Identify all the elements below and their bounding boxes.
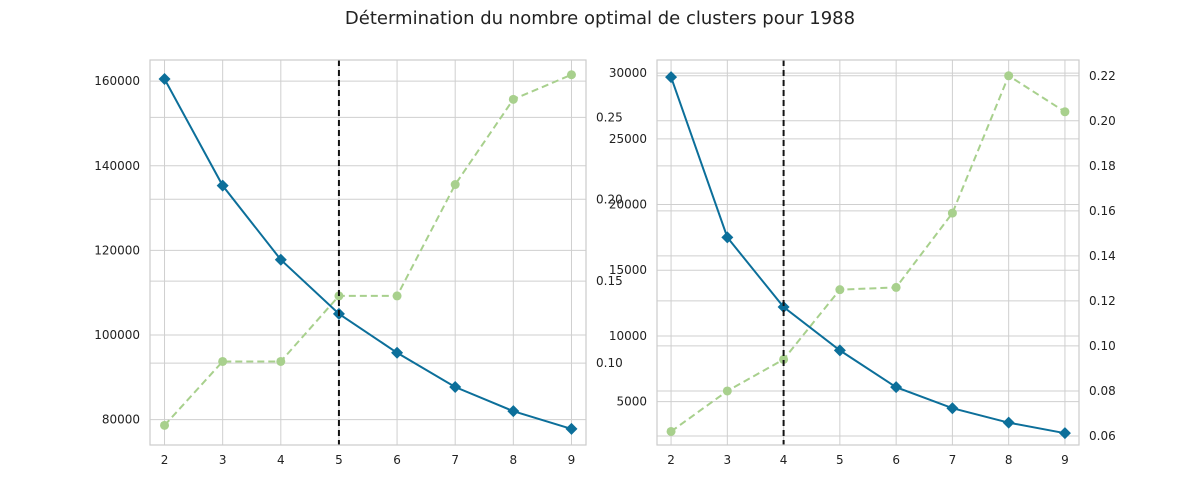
distortion-point xyxy=(449,381,462,394)
x-tick-label: 3 xyxy=(724,453,732,467)
fit-time-point xyxy=(1004,71,1014,81)
fit-time-point xyxy=(947,208,957,218)
distortion-point xyxy=(721,231,734,244)
right-y-tick-label: 0.10 xyxy=(596,356,623,370)
left-y-tick-label: 30000 xyxy=(609,66,647,80)
x-tick-label: 5 xyxy=(335,453,343,467)
x-tick-label: 7 xyxy=(949,453,957,467)
fit-time-point xyxy=(666,426,676,436)
left-y-tick-label: 160000 xyxy=(94,74,140,88)
x-tick-label: 8 xyxy=(1005,453,1013,467)
distortion-point xyxy=(777,301,790,314)
left-y-tick-label: 25000 xyxy=(609,132,647,146)
left-y-tick-label: 10000 xyxy=(609,329,647,343)
right-y-tick-label: 0.14 xyxy=(1089,249,1116,263)
right-y-tick-label: 0.25 xyxy=(596,110,623,124)
left-y-tick-label: 5000 xyxy=(616,395,647,409)
distortion-point xyxy=(946,402,959,415)
right-y-tick-label: 0.06 xyxy=(1089,429,1116,443)
fit-time-point xyxy=(891,282,901,292)
x-tick-label: 5 xyxy=(836,453,844,467)
elbow-chart-right: 2 3 4 5 6 7 8 9 5000 10000 15000 20000 25000 30000 0.0… xyxy=(609,59,1116,467)
right-y-tick-label: 0.16 xyxy=(1089,204,1116,218)
fit-time-line xyxy=(670,74,1066,433)
x-tick-label: 8 xyxy=(510,453,518,467)
fit-time-line xyxy=(163,73,572,427)
distortion-point xyxy=(158,73,171,86)
left-y-tick-label: 140000 xyxy=(94,159,140,173)
x-tick-label: 2 xyxy=(161,453,169,467)
x-tick-label: 3 xyxy=(219,453,227,467)
distortion-point xyxy=(1002,416,1015,429)
distortion-line xyxy=(163,78,572,430)
distortion-line xyxy=(670,76,1066,435)
right-y-tick-label: 0.20 xyxy=(1089,114,1116,128)
fit-time-point xyxy=(218,356,228,366)
distortion-point xyxy=(565,422,578,435)
elbow-chart-left: 2 3 4 5 6 7 8 9 80000 100000 120000 140000 160000 0.1… xyxy=(94,59,623,467)
right-y-tick-label: 0.08 xyxy=(1089,384,1116,398)
fit-time-point xyxy=(392,291,402,301)
x-tick-label: 6 xyxy=(393,453,401,467)
plot-frame xyxy=(149,59,587,446)
fit-time-point xyxy=(566,70,576,80)
x-tick-label: 6 xyxy=(892,453,900,467)
x-tick-label: 9 xyxy=(1061,453,1069,467)
x-tick-label: 7 xyxy=(451,453,459,467)
right-y-tick-label: 0.22 xyxy=(1089,69,1116,83)
distortion-point xyxy=(833,344,846,357)
left-y-tick-label: 20000 xyxy=(609,198,647,212)
right-y-tick-label: 0.15 xyxy=(596,274,623,288)
plot-area xyxy=(657,60,1079,445)
fit-time-point xyxy=(779,354,789,364)
left-y-tick-label: 15000 xyxy=(609,263,647,277)
x-tick-label: 4 xyxy=(780,453,788,467)
figure-title: Détermination du nombre optimal de clust… xyxy=(345,8,855,29)
plot-frame xyxy=(656,59,1080,446)
fit-time-point xyxy=(835,285,845,295)
distortion-point xyxy=(890,381,903,394)
right-y-tick-label: 0.12 xyxy=(1089,294,1116,308)
x-tick-label: 9 xyxy=(568,453,576,467)
left-y-tick-label: 80000 xyxy=(102,413,140,427)
fit-time-point xyxy=(276,356,286,366)
distortion-point xyxy=(391,346,404,359)
fit-time-point xyxy=(450,180,460,190)
distortion-point xyxy=(216,179,229,192)
distortion-point xyxy=(507,405,520,418)
right-y-tick-label: 0.20 xyxy=(596,192,623,206)
right-y-tick-label: 0.18 xyxy=(1089,159,1116,173)
left-y-tick-label: 120000 xyxy=(94,243,140,257)
x-tick-label: 4 xyxy=(277,453,285,467)
distortion-point xyxy=(665,71,678,84)
fit-time-point xyxy=(722,386,732,396)
right-y-tick-label: 0.10 xyxy=(1089,339,1116,353)
fit-time-point xyxy=(160,420,170,430)
distortion-point xyxy=(274,253,287,266)
x-tick-label: 2 xyxy=(667,453,675,467)
fit-time-point xyxy=(508,94,518,104)
left-y-tick-label: 100000 xyxy=(94,328,140,342)
fit-time-point xyxy=(1060,107,1070,117)
distortion-point xyxy=(1058,427,1071,440)
